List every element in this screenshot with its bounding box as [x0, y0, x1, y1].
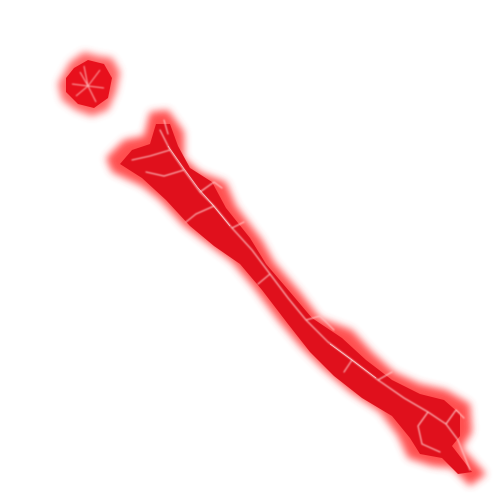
small-burst — [58, 52, 120, 116]
lightning-streak — [106, 110, 486, 486]
